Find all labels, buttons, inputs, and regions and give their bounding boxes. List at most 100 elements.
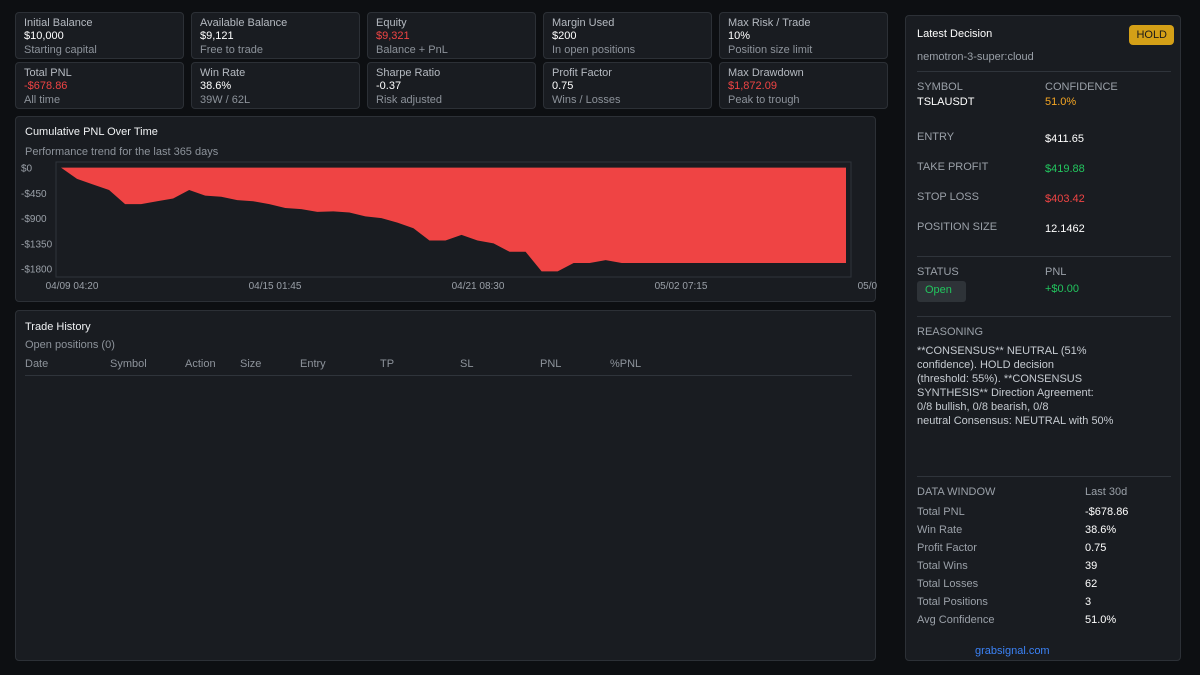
position-size-value: 12.1462 — [1045, 223, 1085, 235]
stat-value: $1,872.09 — [728, 80, 777, 92]
data-window-range[interactable]: Last 30d — [1085, 486, 1128, 498]
stat-label: Max Risk / Trade — [728, 17, 811, 29]
metric-value: 39 — [1085, 560, 1098, 572]
pnl-label: PNL — [1045, 266, 1067, 278]
stat-label: Profit Factor — [552, 67, 612, 79]
stat-card-profit-factor: Profit Factor 0.75 Wins / Losses — [543, 62, 712, 109]
trade-history-card: Trade History Open positions (0) Date Sy… — [15, 310, 876, 661]
trade-history-title: Trade History — [25, 321, 91, 333]
stat-sub: Balance + PnL — [376, 44, 448, 56]
metric-value: 0.75 — [1085, 542, 1107, 554]
confidence-value: 51.0% — [1045, 96, 1077, 108]
plot-frame — [55, 161, 852, 278]
chart-title: Cumulative PNL Over Time — [25, 126, 158, 138]
stat-sub: Starting capital — [24, 44, 97, 56]
stat-label: Max Drawdown — [728, 67, 804, 79]
metric-label: Total Wins — [917, 560, 968, 572]
stat-sub: Risk adjusted — [376, 94, 443, 106]
symbol-value: TSLAUSDT — [917, 96, 975, 108]
divider — [917, 476, 1171, 477]
stat-sub: All time — [24, 94, 61, 106]
stat-value: -$678.86 — [24, 80, 68, 92]
stat-card-max-risk: Max Risk / Trade 10% Position size limit — [719, 12, 888, 59]
take-profit-value: $419.88 — [1045, 163, 1085, 175]
stop-loss-value: $403.42 — [1045, 193, 1085, 205]
metric-label: Total Losses — [917, 578, 979, 590]
stat-value: -0.37 — [376, 80, 402, 92]
position-size-label: POSITION SIZE — [917, 221, 998, 233]
metric-value: 51.0% — [1085, 614, 1117, 626]
reasoning-label: REASONING — [917, 326, 984, 338]
stat-sub: 39W / 62L — [200, 94, 251, 106]
take-profit-label: TAKE PROFIT — [917, 161, 989, 173]
pnl-chart[interactable]: $0 -$450 -$900 -$1350 -$1800 04/09 04:20 04/15… — [16, 117, 877, 303]
x-tick-label: 04/15 01:45 — [249, 281, 302, 292]
metric-label: Profit Factor — [917, 542, 977, 554]
column-header-sl[interactable]: SL — [460, 358, 474, 370]
pnl-chart-card: $0 -$450 -$900 -$1350 -$1800 04/09 04:20 04/15… — [15, 116, 877, 303]
status-label: STATUS — [917, 266, 959, 278]
stat-label: Win Rate — [200, 67, 246, 79]
footer-link[interactable]: grabsignal.com — [975, 645, 1050, 657]
y-tick-label: -$450 — [21, 189, 47, 200]
table-header-row: Date Symbol Action Size Entry TP SL PNL … — [25, 358, 852, 376]
stat-sub: Peak to trough — [728, 94, 800, 106]
confidence-label: CONFIDENCE — [1045, 81, 1118, 93]
pnl-area-series[interactable] — [61, 167, 846, 272]
y-tick-label: -$900 — [21, 214, 47, 225]
x-tick-label: 05/08 03:55 — [858, 281, 877, 292]
metric-label: Avg Confidence — [917, 614, 995, 626]
stat-card-equity: Equity $9,321 Balance + PnL — [367, 12, 536, 59]
stat-label: Total PNL — [24, 67, 72, 79]
stat-card-max-drawdown: Max Drawdown $1,872.09 Peak to trough — [719, 62, 888, 109]
stat-label: Available Balance — [200, 17, 288, 29]
stat-value: $200 — [552, 30, 577, 42]
stat-label: Equity — [376, 17, 407, 29]
metric-label: Win Rate — [917, 524, 963, 536]
stat-value: $9,121 — [200, 30, 234, 42]
status-badge: Open — [917, 281, 966, 302]
metric-label: Total Positions — [917, 596, 988, 608]
stat-card-initial-balance: Initial Balance $10,000 Starting capital — [15, 12, 184, 59]
column-header-size[interactable]: Size — [240, 358, 262, 370]
column-header-date[interactable]: Date — [25, 358, 49, 370]
stat-sub: Free to trade — [200, 44, 263, 56]
stat-value: 0.75 — [552, 80, 574, 92]
stat-card-margin-used: Margin Used $200 In open positions — [543, 12, 712, 59]
x-tick-label: 04/09 04:20 — [46, 281, 99, 292]
column-header-entry[interactable]: Entry — [300, 358, 326, 370]
reasoning-text: **CONSENSUS** NEUTRAL (51% confidence). … — [917, 345, 1114, 427]
divider — [917, 316, 1171, 317]
stat-card-win-rate: Win Rate 38.6% 39W / 62L — [191, 62, 360, 109]
divider — [917, 256, 1171, 257]
stat-value: 10% — [728, 30, 751, 42]
pnl-value: +$0.00 — [1045, 283, 1079, 295]
stat-label: Initial Balance — [24, 17, 93, 29]
stat-value: $10,000 — [24, 30, 64, 42]
model-name: nemotron-3-super:cloud — [917, 51, 1034, 63]
latest-decision-title: Latest Decision — [917, 28, 993, 40]
column-header-symbol[interactable]: Symbol — [110, 358, 147, 370]
column-header-action[interactable]: Action — [185, 358, 216, 370]
stop-loss-label: STOP LOSS — [917, 191, 979, 203]
metric-value: -$678.86 — [1085, 506, 1129, 518]
y-tick-label: -$1350 — [21, 239, 53, 250]
stat-sub: Position size limit — [728, 44, 813, 56]
entry-value: $411.65 — [1045, 133, 1084, 145]
column-header-pnl-percent[interactable]: %PNL — [610, 358, 642, 370]
stat-label: Margin Used — [552, 17, 615, 29]
stat-sub: Wins / Losses — [552, 94, 621, 106]
chart-subtitle: Performance trend for the last 365 days — [25, 146, 219, 158]
open-positions-count: Open positions (0) — [25, 339, 115, 351]
metric-value: 3 — [1085, 596, 1092, 608]
column-header-tp[interactable]: TP — [380, 358, 395, 370]
stat-label: Sharpe Ratio — [376, 67, 441, 79]
metric-value: 62 — [1085, 578, 1098, 590]
stat-card-available-balance: Available Balance $9,121 Free to trade — [191, 12, 360, 59]
column-header-pnl[interactable]: PNL — [540, 358, 562, 370]
divider — [917, 71, 1171, 72]
y-tick-label: $0 — [21, 164, 33, 175]
symbol-label: SYMBOL — [917, 81, 963, 93]
entry-label: ENTRY — [917, 131, 955, 143]
stat-card-total-pnl: Total PNL -$678.86 All time — [15, 62, 184, 109]
